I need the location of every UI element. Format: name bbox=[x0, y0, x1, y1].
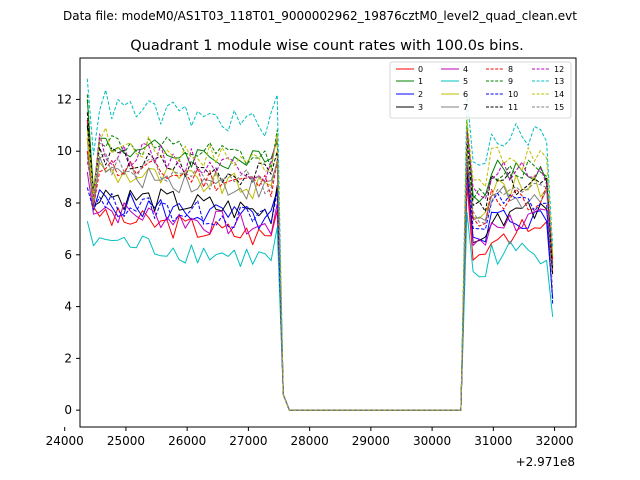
chart-suptitle: Data file: modeM0/AS1T03_118T01_90000029… bbox=[63, 9, 577, 23]
legend-label-1: 1 bbox=[418, 77, 423, 86]
axes-frame bbox=[79, 57, 577, 428]
x-tick-label: 29000 bbox=[352, 434, 390, 448]
x-tick-label: 32000 bbox=[535, 434, 573, 448]
x-tick-label: 24000 bbox=[46, 434, 84, 448]
legend-label-12: 12 bbox=[554, 65, 564, 74]
legend-label-9: 9 bbox=[508, 77, 513, 86]
x-tick-label: 30000 bbox=[413, 434, 451, 448]
plot-area: 24000 25000 26000 27000 28000 29000 30000 31000… bbox=[46, 57, 577, 469]
legend-label-15: 15 bbox=[554, 103, 564, 112]
legend-label-0: 0 bbox=[418, 65, 423, 74]
series-line-15 bbox=[86, 152, 554, 411]
y-tick-label: 0 bbox=[64, 403, 72, 417]
legend-label-5: 5 bbox=[463, 77, 468, 86]
x-tick-label: 27000 bbox=[229, 434, 267, 448]
y-tick-label: 8 bbox=[64, 196, 72, 210]
legend-label-14: 14 bbox=[554, 90, 564, 99]
legend-frame bbox=[389, 61, 572, 119]
y-tick-label: 4 bbox=[64, 300, 72, 314]
series-group bbox=[86, 78, 554, 411]
legend-label-8: 8 bbox=[508, 65, 513, 74]
series-line-10 bbox=[86, 157, 554, 411]
y-tick-label: 2 bbox=[64, 351, 72, 365]
x-tick-label: 28000 bbox=[291, 434, 329, 448]
y-tick-label: 12 bbox=[57, 92, 72, 106]
chart-title: Quadrant 1 module wise count rates with … bbox=[130, 38, 524, 54]
legend-label-13: 13 bbox=[554, 77, 564, 86]
legend-label-2: 2 bbox=[418, 90, 423, 99]
x-tick-label: 31000 bbox=[474, 434, 512, 448]
x-offset-label: +2.971e8 bbox=[516, 455, 575, 469]
x-tick-label: 25000 bbox=[107, 434, 145, 448]
y-tick-label: 10 bbox=[57, 144, 72, 158]
legend-label-11: 11 bbox=[508, 103, 518, 112]
legend-label-4: 4 bbox=[463, 65, 468, 74]
legend-label-7: 7 bbox=[463, 103, 468, 112]
legend-label-6: 6 bbox=[463, 90, 468, 99]
x-axis: 24000 25000 26000 27000 28000 29000 30000 31000… bbox=[46, 427, 574, 448]
x-tick-label: 26000 bbox=[168, 434, 206, 448]
y-tick-label: 6 bbox=[64, 248, 72, 262]
legend-label-3: 3 bbox=[418, 103, 423, 112]
legend-label-10: 10 bbox=[508, 90, 518, 99]
y-axis: 0 2 4 6 8 10 12 bbox=[57, 92, 80, 417]
